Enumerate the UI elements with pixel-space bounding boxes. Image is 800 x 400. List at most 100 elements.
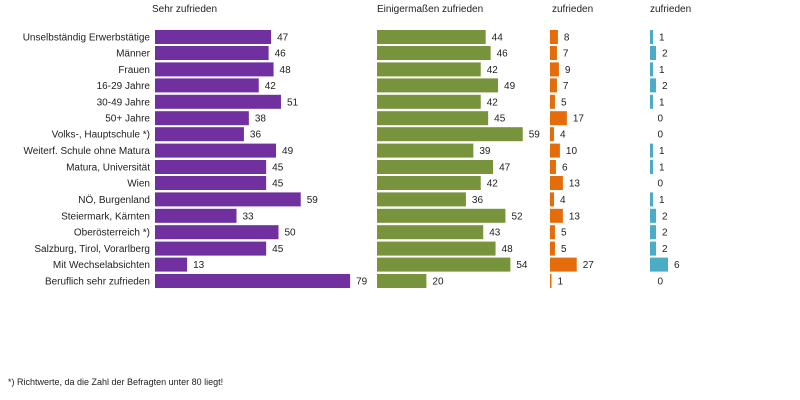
category-label: Männer — [116, 49, 151, 60]
value-label-series-3: 2 — [662, 244, 668, 255]
value-label-series-3: 0 — [658, 114, 664, 125]
value-label-series-0: 47 — [277, 33, 289, 44]
bar-series-0 — [155, 111, 249, 126]
value-label-series-0: 49 — [282, 146, 294, 157]
value-label-series-2: 8 — [564, 33, 570, 44]
value-label-series-2: 27 — [583, 260, 595, 271]
bar-series-3 — [650, 30, 653, 44]
category-label: Mit Wechselabsichten — [53, 260, 150, 271]
value-label-series-2: 4 — [560, 195, 566, 206]
value-label-series-0: 42 — [265, 81, 277, 92]
value-label-series-1: 42 — [487, 97, 499, 108]
bar-series-2 — [550, 176, 563, 190]
category-label: Wien — [127, 179, 150, 190]
bar-series-0 — [155, 225, 279, 240]
category-label: Beruflich sehr zufrieden — [45, 277, 150, 288]
bar-series-0 — [155, 208, 237, 223]
category-label: Matura, Universität — [66, 163, 150, 174]
value-label-series-2: 13 — [569, 179, 581, 190]
bar-series-2 — [550, 46, 557, 60]
category-label: Oberösterreich *) — [74, 228, 150, 239]
bar-series-1 — [377, 208, 506, 223]
bar-series-3 — [650, 46, 656, 60]
bar-series-3 — [650, 160, 653, 174]
value-label-series-3: 2 — [662, 81, 668, 92]
category-label: Unselbständig Erwerbstätige — [23, 33, 151, 44]
bar-series-0 — [155, 30, 272, 44]
value-label-series-3: 1 — [659, 146, 665, 157]
bar-series-2 — [550, 62, 559, 77]
bar-series-3 — [650, 225, 656, 240]
series-header-2: zufrieden — [552, 4, 593, 15]
bar-series-1 — [377, 46, 491, 60]
value-label-series-3: 2 — [662, 211, 668, 222]
value-label-series-1: 48 — [502, 244, 514, 255]
bar-series-2 — [550, 257, 577, 272]
bar-series-2 — [550, 30, 558, 44]
value-label-series-2: 4 — [560, 130, 566, 141]
bar-series-0 — [155, 94, 281, 109]
bar-series-1 — [377, 274, 427, 288]
value-label-series-1: 36 — [472, 195, 484, 206]
series-header-0: Sehr zufrieden — [152, 4, 217, 15]
category-label: NÖ, Burgenland — [78, 194, 150, 206]
value-label-series-0: 13 — [193, 260, 205, 271]
value-label-series-0: 59 — [307, 195, 319, 206]
value-label-series-3: 6 — [674, 260, 680, 271]
value-label-series-2: 13 — [569, 211, 581, 222]
category-label: Volks-, Hauptschule *) — [52, 130, 150, 141]
bar-series-1 — [377, 160, 494, 174]
value-label-series-1: 52 — [511, 211, 523, 222]
value-label-series-1: 44 — [492, 33, 504, 44]
bar-series-1 — [377, 78, 499, 93]
bar-series-0 — [155, 160, 267, 174]
value-label-series-3: 2 — [662, 49, 668, 60]
category-label: Frauen — [118, 65, 150, 76]
value-label-series-3: 1 — [659, 195, 665, 206]
bar-series-2 — [550, 274, 552, 288]
bar-series-2 — [550, 78, 557, 93]
bar-series-1 — [377, 257, 511, 272]
value-label-series-1: 39 — [479, 146, 491, 157]
value-label-series-3: 0 — [658, 277, 664, 288]
value-label-series-0: 33 — [243, 211, 255, 222]
bar-series-1 — [377, 94, 481, 109]
value-label-series-1: 59 — [529, 130, 541, 141]
value-label-series-2: 6 — [562, 163, 568, 174]
value-label-series-2: 7 — [563, 49, 569, 60]
bar-series-2 — [550, 127, 554, 142]
bar-series-3 — [650, 94, 653, 109]
category-label: 16-29 Jahre — [97, 81, 151, 92]
bar-series-3 — [650, 192, 653, 207]
value-label-series-2: 17 — [573, 114, 585, 125]
bar-series-0 — [155, 257, 188, 272]
value-label-series-3: 0 — [658, 179, 664, 190]
bar-series-0 — [155, 62, 274, 77]
bar-series-2 — [550, 94, 555, 109]
value-label-series-1: 45 — [494, 114, 506, 125]
category-label: Salzburg, Tirol, Vorarlberg — [34, 244, 150, 255]
bar-series-2 — [550, 208, 563, 223]
bar-series-3 — [650, 143, 653, 158]
bar-series-2 — [550, 143, 560, 158]
bar-series-3 — [650, 257, 668, 272]
value-label-series-0: 38 — [255, 114, 267, 125]
bar-series-2 — [550, 160, 556, 174]
bar-series-1 — [377, 143, 474, 158]
value-label-series-0: 79 — [356, 277, 368, 288]
bar-series-2 — [550, 111, 567, 126]
bar-series-2 — [550, 225, 555, 240]
footnote: *) Richtwerte, da die Zahl der Befragten… — [8, 377, 224, 387]
bar-series-1 — [377, 241, 496, 256]
value-label-series-2: 10 — [566, 146, 578, 157]
value-label-series-1: 49 — [504, 81, 516, 92]
bar-series-0 — [155, 143, 277, 158]
value-label-series-1: 20 — [432, 277, 444, 288]
bar-series-3 — [650, 241, 656, 256]
bar-series-1 — [377, 127, 523, 142]
value-label-series-3: 1 — [659, 97, 665, 108]
value-label-series-0: 45 — [272, 163, 284, 174]
bar-series-3 — [650, 62, 653, 77]
value-label-series-3: 1 — [659, 33, 665, 44]
